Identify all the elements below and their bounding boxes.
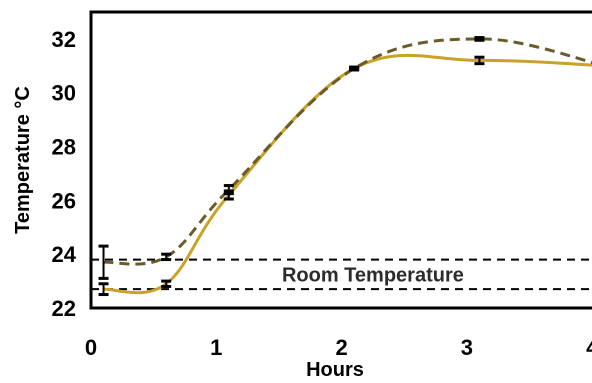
y-tick-label-2: 26 bbox=[52, 188, 76, 213]
y-tick-label-0: 22 bbox=[52, 296, 76, 321]
x-tick-label-0: 0 bbox=[85, 335, 97, 360]
series-line-1 bbox=[104, 39, 592, 264]
x-tick-label-4: 4 bbox=[586, 335, 592, 360]
series-line-0 bbox=[104, 55, 592, 292]
x-tick-label-1: 1 bbox=[210, 335, 222, 360]
room-temperature-label: Room Temperature bbox=[282, 264, 464, 286]
y-tick-label-4: 30 bbox=[52, 81, 76, 106]
x-tick-label-3: 3 bbox=[461, 335, 473, 360]
y-tick-label-1: 24 bbox=[52, 242, 77, 267]
x-tick-label-2: 2 bbox=[335, 335, 347, 360]
y-tick-label-5: 32 bbox=[52, 27, 76, 52]
x-axis-title: Hours bbox=[306, 359, 364, 381]
y-axis-title: Temperature °C bbox=[12, 86, 34, 234]
y-tick-label-3: 28 bbox=[52, 135, 76, 160]
